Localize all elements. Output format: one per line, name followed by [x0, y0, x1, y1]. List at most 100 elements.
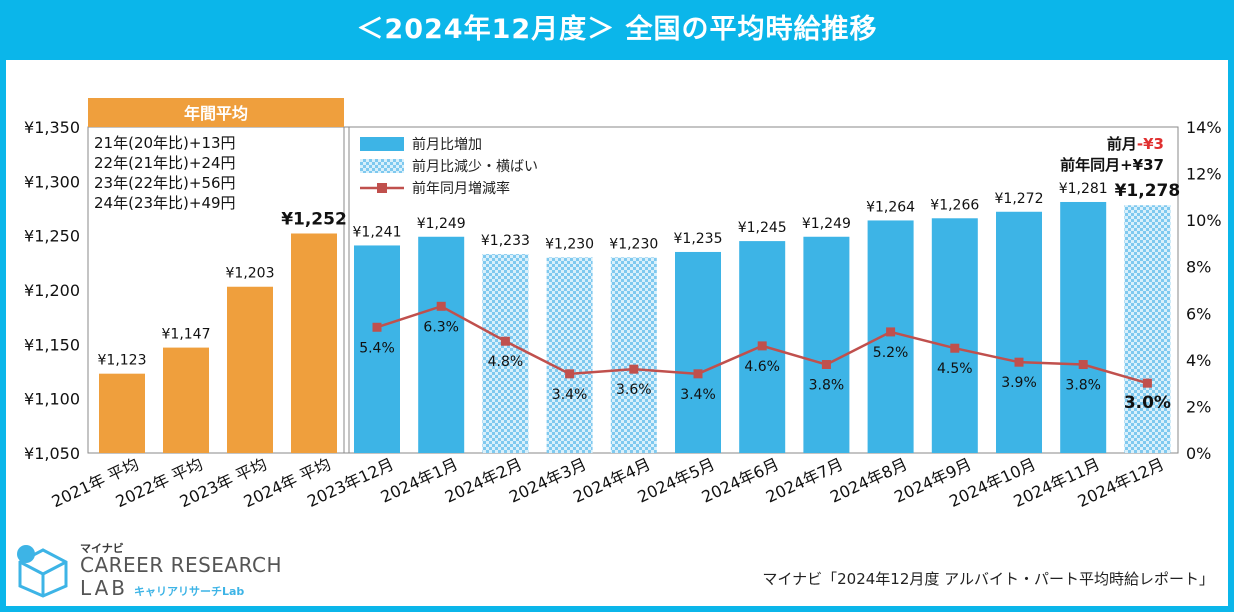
- bar-value-label: ¥1,235: [674, 231, 723, 247]
- left-tick-label: ¥1,350: [24, 118, 80, 137]
- bar-value-label: ¥1,245: [738, 220, 787, 236]
- bar-14: [931, 218, 978, 453]
- left-tick-label: ¥1,200: [24, 281, 80, 300]
- bar-10: [675, 251, 721, 453]
- yoy-label: 5.4%: [359, 340, 395, 356]
- bar-15: [996, 211, 1042, 453]
- yoy-label: 3.4%: [680, 387, 716, 403]
- legend-decrease-label: 前月比減少・横ばい: [412, 158, 538, 175]
- legend: 前月比増加 前月比減少・横ばい 前年同月増減率: [360, 136, 538, 197]
- source-note: マイナビ「2024年12月度 アルバイト・パート平均時給レポート」: [762, 570, 1214, 588]
- bar-value-label: ¥1,281: [1059, 181, 1108, 197]
- annual-notes: 21年(20年比)+13円 22年(21年比)+24円 23年(22年比)+56…: [94, 134, 236, 212]
- yoy-label: 3.0%: [1124, 393, 1171, 413]
- yoy-label: 3.8%: [1065, 378, 1101, 394]
- yoy-point: [1078, 360, 1088, 370]
- legend-increase-swatch: [360, 137, 404, 151]
- yoy-series: 5.4% 6.3% 4.8% 3.4% 3.6% 3.4% 4.6% 3.8% 5.2% 4.5%…: [359, 301, 1171, 413]
- bar-value-label: ¥1,249: [417, 216, 466, 232]
- left-tick-label: ¥1,050: [24, 444, 80, 463]
- bar-17: [1124, 205, 1171, 453]
- logo-line2: LAB: [80, 576, 129, 600]
- annual-header-bg: [88, 98, 344, 127]
- annual-header: 年間平均: [184, 104, 248, 123]
- yoy-point: [757, 341, 767, 351]
- left-axis: ¥1,050 ¥1,100 ¥1,150 ¥1,200 ¥1,250 ¥1,300 ¥1,3…: [24, 118, 80, 463]
- bar-9: [610, 257, 657, 453]
- bar-7: [482, 254, 529, 453]
- title-bar: ＜2024年12月度＞ 全国の平均時給推移: [0, 0, 1234, 60]
- right-tick-label: 14%: [1186, 118, 1222, 137]
- yoy-point: [500, 336, 510, 346]
- logo-brand: マイナビ: [80, 542, 124, 555]
- bar-1: [99, 373, 145, 453]
- bar-12: [803, 236, 850, 453]
- summary-mom: 前月-¥3: [1107, 135, 1164, 153]
- yoy-point: [372, 322, 382, 332]
- logo-line1: CAREER RESEARCH: [80, 553, 283, 577]
- legend-yoy-marker: [377, 183, 387, 193]
- annual-note-2: 22年(21年比)+24円: [94, 154, 236, 172]
- yoy-label: 4.6%: [744, 359, 780, 375]
- right-tick-label: 0%: [1186, 444, 1211, 463]
- bar-value-label: ¥1,203: [226, 266, 275, 282]
- bar-value-label: ¥1,272: [995, 191, 1044, 207]
- logo-sub: キャリアリサーチLab: [134, 585, 245, 598]
- bar-value-label: ¥1,147: [162, 327, 211, 343]
- bar-value-labels: ¥1,123 ¥1,147 ¥1,203 ¥1,252 ¥1,241 ¥1,249 ¥1,2…: [98, 181, 1181, 369]
- summary-mom-label: 前月: [1107, 135, 1137, 153]
- bar-value-label: ¥1,230: [609, 236, 658, 252]
- right-tick-label: 12%: [1186, 165, 1222, 184]
- bar-value-label: ¥1,123: [98, 353, 147, 369]
- summary-yoy: 前年同月+¥37: [1060, 156, 1164, 174]
- yoy-point: [629, 364, 639, 374]
- bar-6: [418, 236, 465, 453]
- yoy-label: 3.9%: [1001, 375, 1037, 391]
- yoy-point: [693, 369, 703, 379]
- bar-3: [227, 286, 273, 453]
- yoy-label: 6.3%: [423, 319, 459, 335]
- yoy-point: [1014, 357, 1024, 367]
- yoy-label: 4.5%: [937, 361, 973, 377]
- bar-value-label: ¥1,233: [481, 233, 530, 249]
- bar-value-label: ¥1,252: [281, 209, 347, 229]
- yoy-label: 4.8%: [488, 354, 524, 370]
- right-axis: 0% 2% 4% 6% 8% 10% 12% 14%: [1186, 118, 1222, 463]
- annual-note-3: 23年(22年比)+56円: [94, 174, 236, 192]
- bar-16: [1060, 201, 1107, 453]
- bar-2: [163, 347, 209, 453]
- page-title: ＜2024年12月度＞ 全国の平均時給推移: [356, 14, 878, 45]
- right-tick-label: 4%: [1186, 351, 1211, 370]
- legend-yoy-label: 前年同月増減率: [412, 180, 510, 197]
- yoy-label: 3.4%: [552, 387, 588, 403]
- bar-value-label: ¥1,266: [930, 197, 979, 213]
- summary-mom-value: -¥3: [1137, 135, 1164, 153]
- left-tick-label: ¥1,300: [24, 172, 80, 191]
- left-tick-label: ¥1,150: [24, 335, 80, 354]
- bar-value-label: ¥1,278: [1115, 181, 1181, 201]
- bar-8: [546, 257, 593, 453]
- yoy-point: [821, 360, 831, 370]
- left-tick-label: ¥1,250: [24, 227, 80, 246]
- bar-5: [354, 245, 400, 453]
- right-tick-label: 8%: [1186, 258, 1211, 277]
- logo-icon: [17, 545, 68, 598]
- bars: [99, 201, 1171, 453]
- right-tick-label: 10%: [1186, 211, 1222, 230]
- right-tick-label: 6%: [1186, 304, 1211, 323]
- bar-value-label: ¥1,230: [545, 236, 594, 252]
- bar-value-label: ¥1,264: [866, 199, 915, 215]
- yoy-label: 3.8%: [809, 378, 845, 394]
- right-tick-label: 2%: [1186, 397, 1211, 416]
- annual-note-4: 24年(23年比)+49円: [94, 194, 236, 212]
- bar-value-label: ¥1,249: [802, 216, 851, 232]
- left-tick-label: ¥1,100: [24, 390, 80, 409]
- annual-note-1: 21年(20年比)+13円: [94, 134, 236, 152]
- legend-decrease-swatch: [360, 159, 404, 173]
- yoy-label: 3.6%: [616, 382, 652, 398]
- yoy-point: [1142, 378, 1152, 388]
- bar-value-label: ¥1,241: [353, 224, 402, 240]
- legend-increase-label: 前月比増加: [412, 136, 482, 153]
